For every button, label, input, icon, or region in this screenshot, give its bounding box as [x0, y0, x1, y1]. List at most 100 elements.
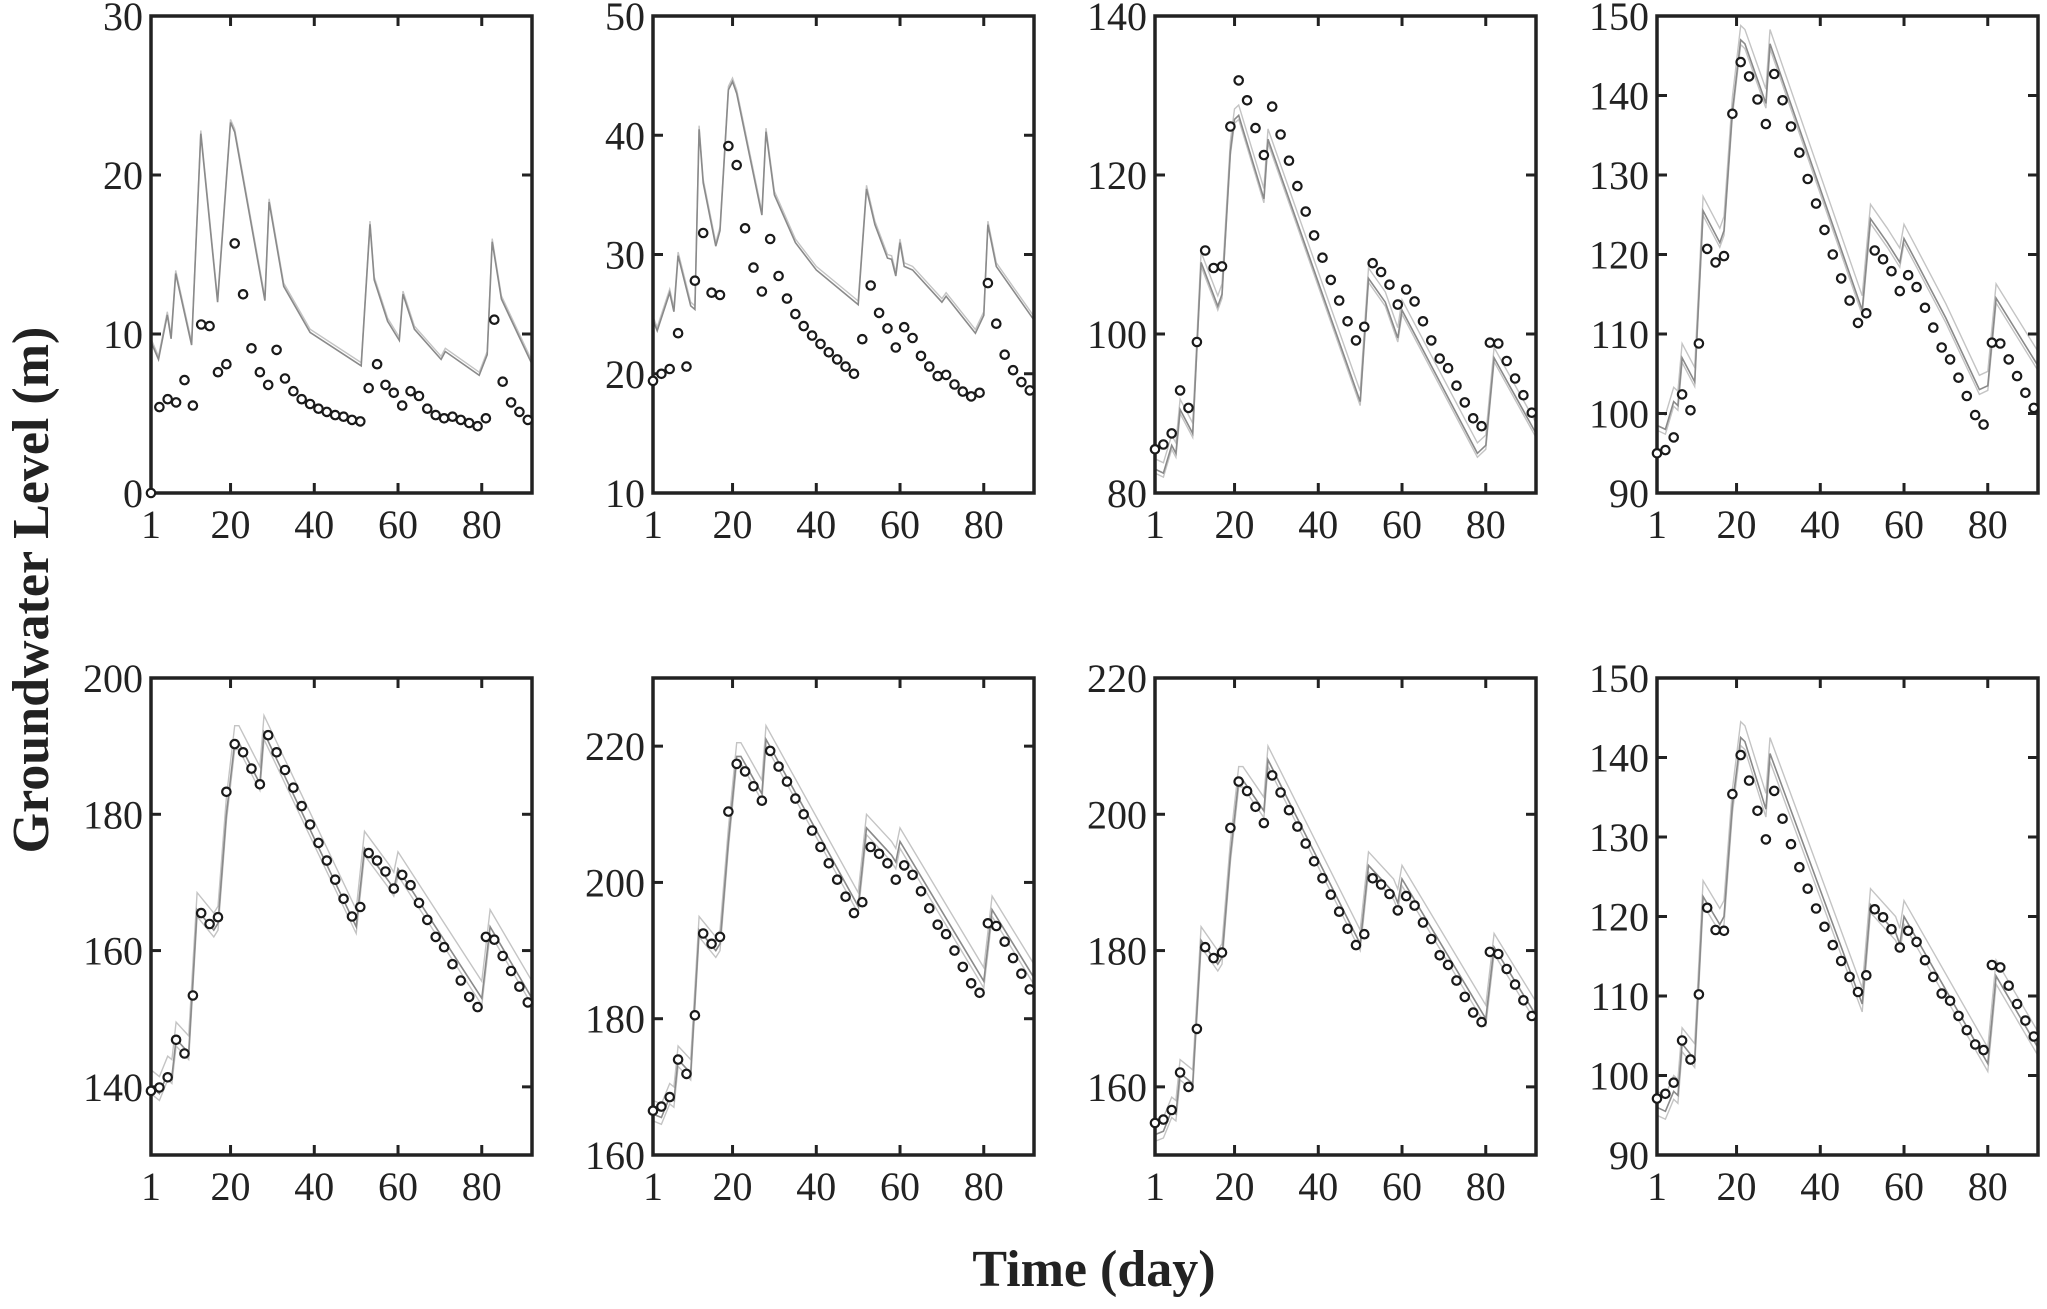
observed-point	[1417, 917, 1429, 928]
observed-point	[1191, 336, 1203, 348]
observed-point	[1752, 94, 1763, 105]
observed-point	[1752, 805, 1763, 817]
observed-point	[1333, 906, 1345, 917]
observed-point	[1459, 397, 1471, 408]
plot-frame	[1153, 14, 1538, 495]
y-tick-label: 0	[123, 471, 143, 516]
x-tick-label: 80	[1968, 1164, 2008, 1209]
observed-point	[1275, 129, 1286, 140]
observed-point	[697, 227, 709, 239]
observed-point	[1434, 949, 1445, 961]
observed-point	[279, 764, 291, 776]
observed-point	[756, 286, 768, 297]
observed-point	[1995, 338, 2006, 349]
observed-point	[2028, 402, 2040, 414]
observed-point	[714, 289, 726, 301]
observed-point	[949, 945, 960, 956]
y-tick-label: 140	[1589, 74, 1649, 119]
plot-frame	[651, 14, 1036, 495]
observed-point	[1266, 101, 1278, 112]
observed-point	[865, 280, 876, 291]
observed-point	[798, 808, 809, 820]
observed-point	[296, 393, 307, 405]
observed-point	[237, 746, 249, 758]
observed-point	[656, 1101, 667, 1112]
x-tick-label: 60	[1382, 1164, 1422, 1209]
y-tick-label: 160	[1087, 1065, 1147, 1110]
observed-point	[1986, 337, 1998, 348]
observed-point	[1166, 1104, 1177, 1116]
observed-point	[1007, 364, 1019, 376]
observed-point	[999, 936, 1010, 947]
observed-point	[346, 911, 358, 922]
observed-point	[505, 397, 517, 408]
x-tick-label: 60	[880, 502, 920, 547]
observed-point	[1392, 299, 1404, 310]
observed-point	[681, 1068, 692, 1080]
observed-point	[2020, 387, 2031, 399]
y-tick-label: 90	[1609, 471, 1649, 516]
x-tick-label: 1	[141, 1164, 161, 1209]
x-tick-label: 60	[880, 1164, 920, 1209]
observed-point	[1969, 1039, 1981, 1050]
observed-point	[522, 414, 534, 426]
y-tick-label: 180	[1087, 929, 1147, 974]
observed-point	[1275, 787, 1286, 798]
observed-point	[1710, 257, 1721, 268]
x-tick-label: 40	[294, 1164, 334, 1209]
observed-point	[1149, 443, 1161, 455]
observed-point	[1844, 971, 1855, 983]
observed-point	[1016, 968, 1027, 979]
observed-point	[1426, 335, 1437, 346]
observed-point	[1417, 315, 1429, 327]
observed-point	[1651, 1093, 1663, 1104]
observed-point	[221, 358, 232, 370]
observed-point	[254, 778, 266, 790]
observed-point	[1802, 883, 1813, 894]
y-tick-label: 200	[83, 656, 143, 701]
observed-point	[354, 416, 366, 427]
x-tick-label: 80	[964, 1164, 1004, 1209]
observed-point	[1007, 952, 1019, 964]
x-tick-label: 20	[713, 1164, 753, 1209]
observed-point	[204, 320, 215, 332]
y-tick-label: 30	[605, 233, 645, 278]
x-tick-label: 80	[462, 1164, 502, 1209]
y-tick-label: 160	[83, 929, 143, 974]
x-tick-label: 60	[1884, 1164, 1924, 1209]
y-tick-label: 110	[1590, 312, 1649, 357]
observed-point	[246, 342, 257, 354]
observed-point	[338, 893, 349, 905]
panel-2: 1 20 40 60 80 10 20 30 40 50	[605, 0, 1036, 547]
observed-point	[1886, 923, 1897, 935]
observed-point	[957, 386, 969, 397]
observed-point	[1292, 180, 1303, 192]
observed-point	[848, 907, 860, 919]
observed-point	[2028, 1031, 2040, 1042]
observed-point	[1693, 989, 1705, 1000]
observed-point	[1819, 921, 1830, 933]
y-tick-label: 20	[103, 153, 143, 198]
observed-point	[221, 786, 232, 798]
observed-points	[1149, 75, 1538, 455]
y-tick-label: 10	[605, 471, 645, 516]
simulated-line	[1657, 735, 2038, 1113]
observed-point	[790, 308, 801, 320]
observed-point	[1902, 269, 1914, 281]
observed-point	[990, 318, 1002, 329]
y-tick-label: 220	[585, 724, 645, 769]
simulated-ensemble-line-1	[1155, 743, 1536, 1122]
observed-point	[1509, 979, 1521, 990]
observed-point	[1685, 404, 1696, 416]
observed-point	[1743, 71, 1755, 82]
observed-point	[965, 391, 977, 402]
observed-point	[1701, 902, 1713, 914]
y-tick-label: 120	[1087, 153, 1147, 198]
observed-point	[1877, 253, 1889, 265]
observed-point	[957, 961, 969, 973]
observed-point	[672, 1054, 684, 1065]
observed-point	[363, 382, 374, 394]
observed-points	[1651, 749, 2040, 1104]
